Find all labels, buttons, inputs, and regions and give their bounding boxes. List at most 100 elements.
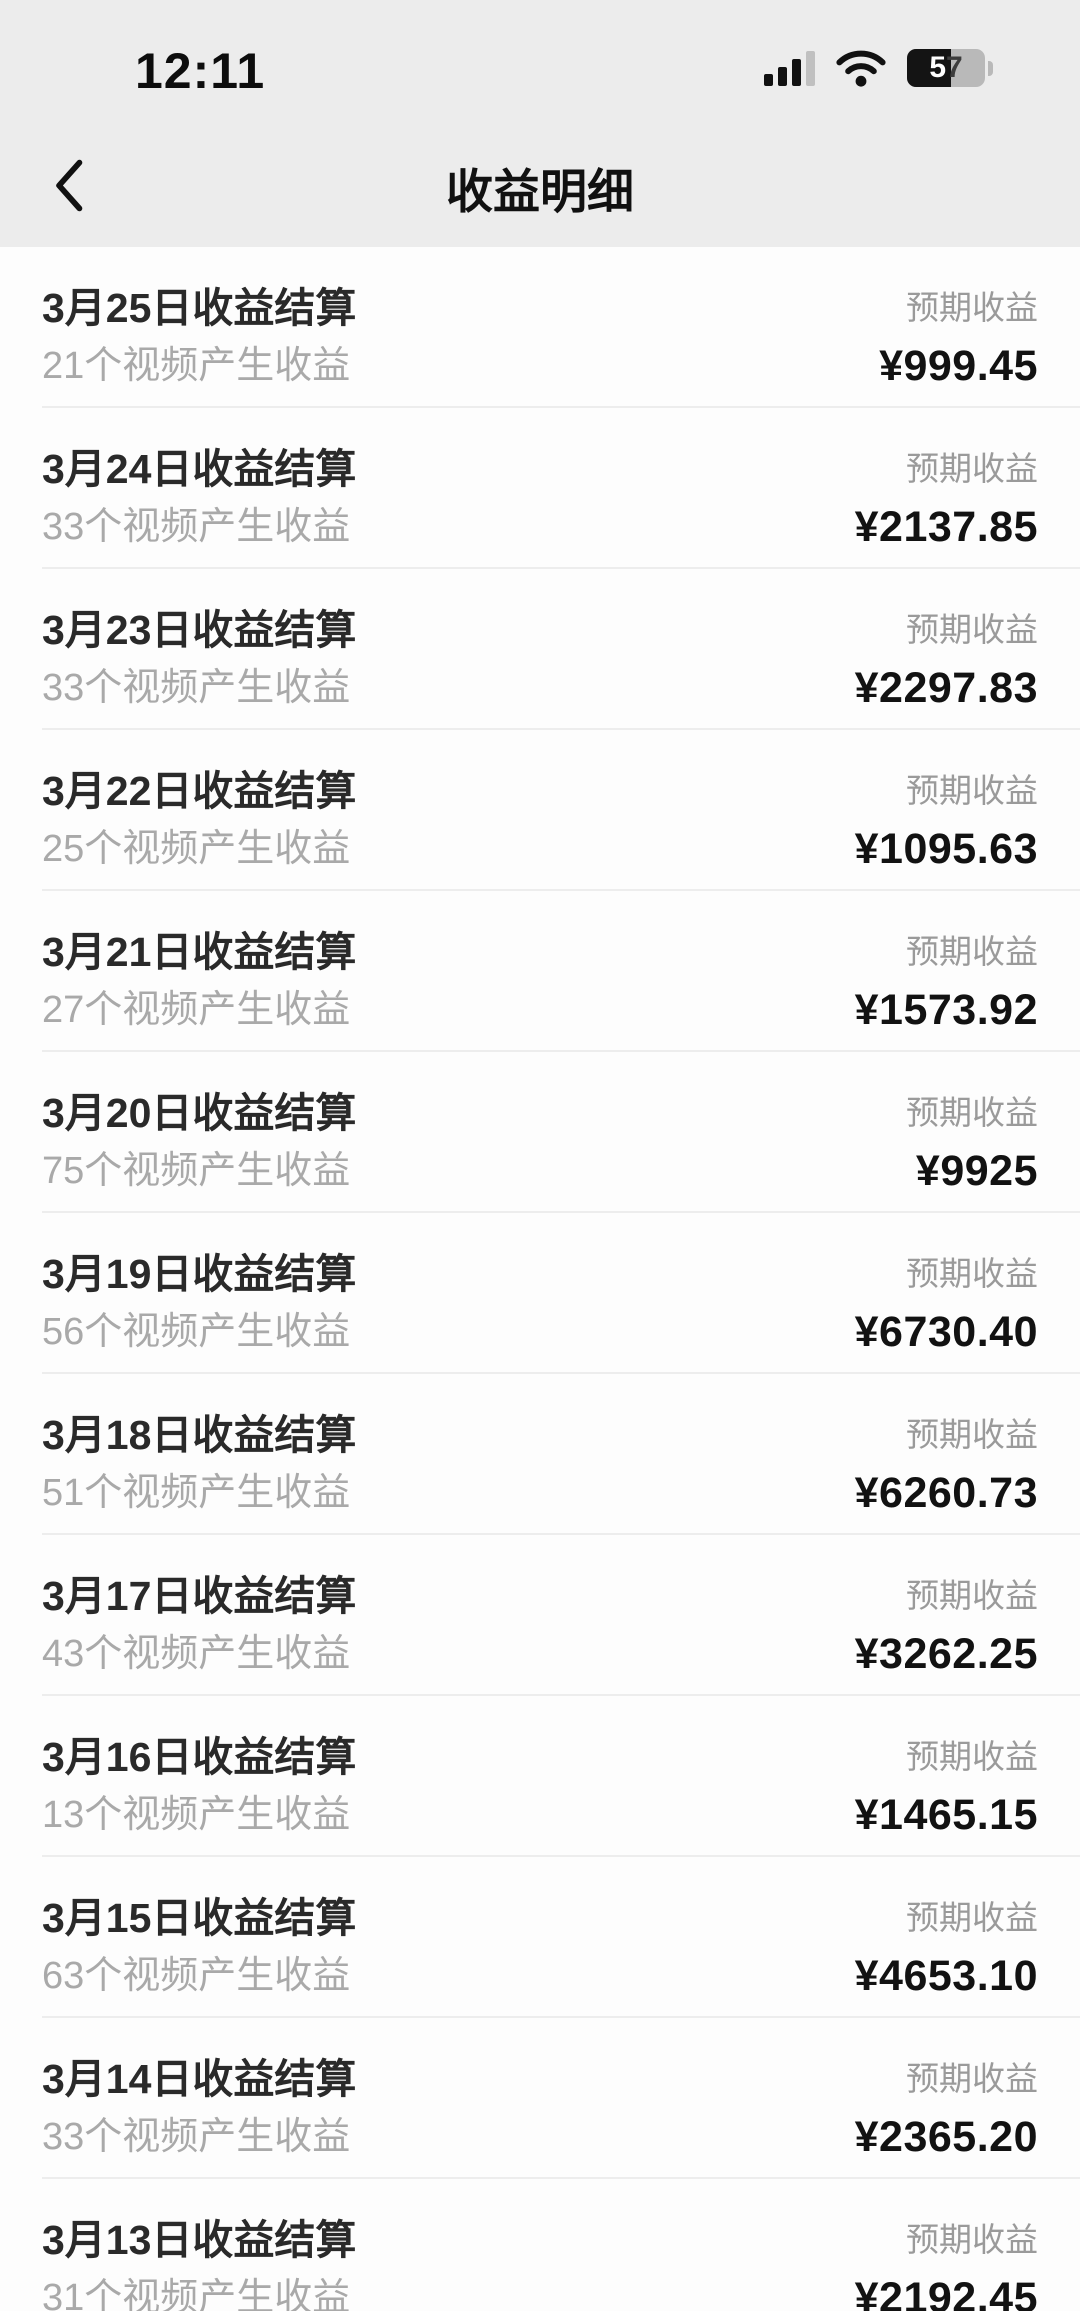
- item-amount: ¥1095.63: [854, 825, 1038, 873]
- item-video-count: 75个视频产生收益: [42, 1150, 351, 1192]
- item-left: 3月20日收益结算 75个视频产生收益: [42, 1088, 356, 1196]
- item-left: 3月25日收益结算 21个视频产生收益: [42, 283, 356, 391]
- item-date: 3月13日收益结算: [42, 2217, 357, 2263]
- item-video-count: 56个视频产生收益: [42, 1311, 351, 1353]
- item-video-count: 25个视频产生收益: [42, 828, 351, 870]
- item-amount: ¥6260.73: [854, 1469, 1038, 1517]
- item-right: 预期收益 ¥3262.25: [855, 1571, 1038, 1679]
- battery-percent-right: 7: [946, 51, 963, 84]
- item-date: 3月21日收益结算: [42, 929, 357, 975]
- item-expected-income-label: 预期收益: [906, 772, 1038, 809]
- item-video-count: 43个视频产生收益: [42, 1633, 351, 1675]
- item-video-count: 63个视频产生收益: [42, 1955, 351, 1997]
- item-video-count: 33个视频产生收益: [42, 506, 351, 548]
- cellular-signal-icon: [764, 50, 815, 86]
- status-time: 12:11: [135, 43, 266, 99]
- item-amount: ¥3262.25: [854, 1630, 1038, 1678]
- item-left: 3月16日收益结算 13个视频产生收益: [42, 1732, 356, 1840]
- item-left: 3月21日收益结算 27个视频产生收益: [42, 927, 356, 1035]
- item-expected-income-label: 预期收益: [906, 933, 1038, 970]
- item-left: 3月15日收益结算 63个视频产生收益: [42, 1893, 356, 2001]
- item-date: 3月16日收益结算: [42, 1734, 357, 1780]
- item-amount: ¥6730.40: [854, 1308, 1038, 1356]
- item-video-count: 51个视频产生收益: [42, 1472, 351, 1514]
- income-list-item[interactable]: 3月18日收益结算 51个视频产生收益 预期收益 ¥6260.73: [0, 1374, 1080, 1535]
- item-expected-income-label: 预期收益: [906, 2060, 1038, 2097]
- income-list-item[interactable]: 3月21日收益结算 27个视频产生收益 预期收益 ¥1573.92: [0, 891, 1080, 1052]
- item-right: 预期收益 ¥6260.73: [855, 1410, 1038, 1518]
- wifi-icon: [836, 50, 886, 87]
- item-left: 3月23日收益结算 33个视频产生收益: [42, 605, 356, 713]
- item-right: 预期收益 ¥2137.85: [855, 444, 1038, 552]
- income-list-item[interactable]: 3月23日收益结算 33个视频产生收益 预期收益 ¥2297.83: [0, 569, 1080, 730]
- income-list-item[interactable]: 3月15日收益结算 63个视频产生收益 预期收益 ¥4653.10: [0, 1857, 1080, 2018]
- item-video-count: 21个视频产生收益: [42, 345, 351, 387]
- item-date: 3月24日收益结算: [42, 446, 357, 492]
- income-list-item[interactable]: 3月19日收益结算 56个视频产生收益 预期收益 ¥6730.40: [0, 1213, 1080, 1374]
- item-amount: ¥4653.10: [854, 1952, 1038, 2000]
- item-expected-income-label: 预期收益: [906, 450, 1038, 487]
- battery-icon: 57: [907, 49, 993, 87]
- item-right: 预期收益 ¥9925: [906, 1088, 1038, 1196]
- item-left: 3月19日收益结算 56个视频产生收益: [42, 1249, 356, 1357]
- item-date: 3月18日收益结算: [42, 1412, 357, 1458]
- item-video-count: 31个视频产生收益: [42, 2277, 351, 2311]
- item-expected-income-label: 预期收益: [906, 611, 1038, 648]
- item-date: 3月14日收益结算: [42, 2056, 357, 2102]
- chevron-left-icon: [56, 159, 83, 212]
- item-left: 3月24日收益结算 33个视频产生收益: [42, 444, 356, 552]
- item-video-count: 13个视频产生收益: [42, 1794, 351, 1836]
- income-list-item[interactable]: 3月17日收益结算 43个视频产生收益 预期收益 ¥3262.25: [0, 1535, 1080, 1696]
- income-list-item[interactable]: 3月16日收益结算 13个视频产生收益 预期收益 ¥1465.15: [0, 1696, 1080, 1857]
- item-expected-income-label: 预期收益: [906, 1255, 1038, 1292]
- item-date: 3月25日收益结算: [42, 285, 357, 331]
- item-right: 预期收益 ¥1573.92: [855, 927, 1038, 1035]
- back-button[interactable]: [40, 158, 96, 214]
- item-date: 3月20日收益结算: [42, 1090, 357, 1136]
- item-amount: ¥1465.15: [854, 1791, 1038, 1839]
- item-date: 3月23日收益结算: [42, 607, 357, 653]
- item-expected-income-label: 预期收益: [906, 1738, 1038, 1775]
- item-date: 3月17日收益结算: [42, 1573, 357, 1619]
- item-expected-income-label: 预期收益: [906, 1577, 1038, 1614]
- item-video-count: 33个视频产生收益: [42, 2116, 351, 2158]
- status-icons: 57: [764, 46, 993, 90]
- item-date: 3月15日收益结算: [42, 1895, 357, 1941]
- item-amount: ¥1573.92: [854, 986, 1038, 1034]
- income-list-item[interactable]: 3月14日收益结算 33个视频产生收益 预期收益 ¥2365.20: [0, 2018, 1080, 2179]
- status-bar: 12:11 57: [0, 0, 1080, 133]
- item-left: 3月17日收益结算 43个视频产生收益: [42, 1571, 356, 1679]
- item-right: 预期收益 ¥2192.45: [855, 2215, 1038, 2311]
- income-list-item[interactable]: 3月22日收益结算 25个视频产生收益 预期收益 ¥1095.63: [0, 730, 1080, 891]
- item-left: 3月13日收益结算 31个视频产生收益: [42, 2215, 356, 2311]
- item-expected-income-label: 预期收益: [906, 1416, 1038, 1453]
- item-date: 3月19日收益结算: [42, 1251, 357, 1297]
- income-list-item[interactable]: 3月25日收益结算 21个视频产生收益 预期收益 ¥999.45: [0, 247, 1080, 408]
- item-amount: ¥2137.85: [854, 503, 1038, 551]
- item-right: 预期收益 ¥1465.15: [855, 1732, 1038, 1840]
- item-right: 预期收益 ¥4653.10: [855, 1893, 1038, 2001]
- income-list-item[interactable]: 3月20日收益结算 75个视频产生收益 预期收益 ¥9925: [0, 1052, 1080, 1213]
- item-right: 预期收益 ¥1095.63: [855, 766, 1038, 874]
- income-list-item[interactable]: 3月24日收益结算 33个视频产生收益 预期收益 ¥2137.85: [0, 408, 1080, 569]
- item-expected-income-label: 预期收益: [906, 289, 1038, 326]
- item-expected-income-label: 预期收益: [906, 1094, 1038, 1131]
- item-right: 预期收益 ¥2297.83: [855, 605, 1038, 713]
- item-amount: ¥2365.20: [854, 2113, 1038, 2161]
- page-title: 收益明细: [446, 164, 634, 218]
- battery-percent-left: 5: [929, 51, 946, 84]
- item-video-count: 33个视频产生收益: [42, 667, 351, 709]
- item-expected-income-label: 预期收益: [906, 2221, 1038, 2258]
- item-amount: ¥999.45: [879, 342, 1038, 390]
- item-left: 3月14日收益结算 33个视频产生收益: [42, 2054, 356, 2162]
- item-date: 3月22日收益结算: [42, 768, 357, 814]
- item-expected-income-label: 预期收益: [906, 1899, 1038, 1936]
- header: 12:11 57: [0, 0, 1080, 247]
- item-amount: ¥2192.45: [854, 2274, 1038, 2311]
- item-right: 预期收益 ¥6730.40: [855, 1249, 1038, 1357]
- item-right: 预期收益 ¥999.45: [879, 283, 1038, 391]
- income-list-item[interactable]: 3月13日收益结算 31个视频产生收益 预期收益 ¥2192.45: [0, 2179, 1080, 2311]
- item-amount: ¥2297.83: [854, 664, 1038, 712]
- item-right: 预期收益 ¥2365.20: [855, 2054, 1038, 2162]
- item-left: 3月22日收益结算 25个视频产生收益: [42, 766, 356, 874]
